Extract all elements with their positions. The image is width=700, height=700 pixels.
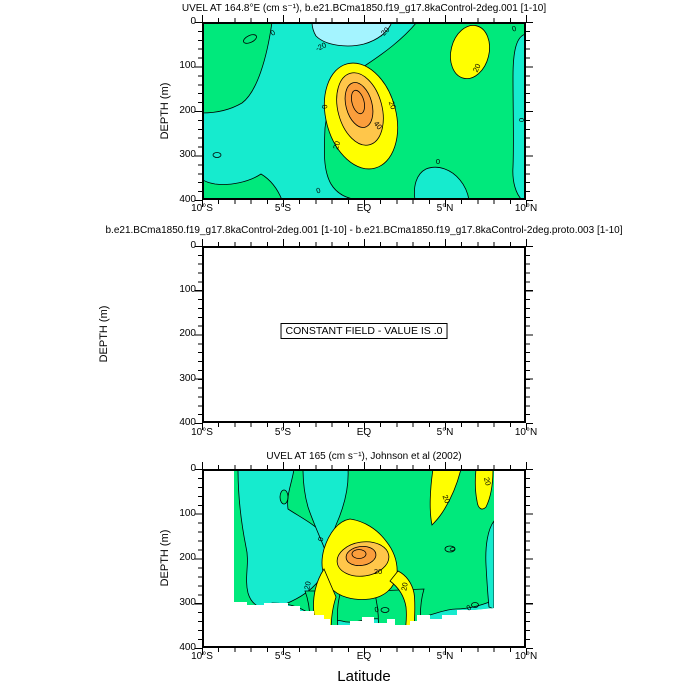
panel2-right-minor-ticks	[526, 246, 530, 424]
panel1-zero-oval-b	[212, 152, 222, 158]
x-tick-label: 5°N	[436, 203, 454, 214]
y-tick-label: 400	[179, 642, 196, 653]
panel3-cyan-right-strip	[485, 519, 494, 610]
x-tick-label: 10°S	[191, 651, 213, 662]
contour-label: 0	[374, 605, 380, 615]
y-tick-label: 200	[179, 105, 196, 116]
contour-label: 0	[511, 24, 518, 34]
contour-label: 0	[320, 104, 329, 109]
panel1-palecyan-region	[311, 22, 393, 47]
panel1-zero-oval-a	[243, 34, 257, 44]
panel2-top-minor-ticks	[202, 242, 527, 246]
x-tick-label: EQ	[356, 203, 372, 214]
panel1-right-minor-ticks	[526, 22, 530, 201]
panel3-right-minor-ticks	[526, 469, 530, 649]
panel3-zero-oval-a	[444, 545, 456, 553]
y-tick-label: 0	[190, 463, 196, 474]
panel1-left-minor-ticks	[198, 22, 202, 201]
panel3-yellow-right-arm	[389, 570, 416, 625]
panel3-core-inner-line	[351, 549, 367, 559]
x-tick-label: 10°S	[191, 203, 213, 214]
panel3-yellow-band-7n	[474, 471, 494, 510]
x-tick-label: 10°N	[514, 651, 538, 662]
panel1-title: UVEL AT 164.8°E (cm s⁻¹), b.e21.BCma1850…	[181, 3, 547, 14]
panel3-zero-oval-b	[380, 607, 390, 613]
contour-label: 0	[436, 157, 440, 166]
panel3-yellow-band-4n	[429, 471, 462, 526]
constant-field-message-box: CONSTANT FIELD - VALUE IS .0	[280, 323, 448, 339]
x-tick-label: 5°S	[274, 427, 292, 438]
x-tick-label: EQ	[356, 651, 372, 662]
x-tick-label: EQ	[356, 427, 372, 438]
panel1-y-axis-label: DEPTH (m)	[159, 82, 171, 140]
panel3-contour-plot: 0 20 20 20 0 0 0 20 20	[234, 471, 494, 625]
panel1-core-80-line	[351, 89, 365, 115]
y-tick-label: 100	[179, 508, 196, 519]
x-tick-label: 10°S	[191, 427, 213, 438]
panel2-bottom-minor-ticks	[202, 423, 527, 427]
panel1-cyan-patch-bottom	[414, 166, 470, 200]
x-tick-label: 10°N	[514, 203, 538, 214]
y-tick-label: 200	[179, 552, 196, 563]
contour-label: 0	[269, 28, 277, 38]
x-tick-label: 5°S	[274, 203, 292, 214]
panel2-left-minor-ticks	[198, 246, 202, 424]
panel1-contour-plot: 0 -20 -20 20 0 20 40 20 0 0 0 0	[202, 22, 526, 200]
panel3-y-axis-label: DEPTH (m)	[159, 529, 171, 587]
contour-label: 0	[465, 603, 473, 613]
y-tick-label: 100	[179, 284, 196, 295]
contour-label: 20	[471, 62, 483, 73]
panel3-left-minor-ticks	[198, 469, 202, 649]
panel1-yellow-oval-north	[450, 25, 490, 79]
y-tick-label: 300	[179, 597, 196, 608]
contour-label: 20	[387, 100, 398, 111]
panel1-bottom-minor-ticks	[202, 200, 527, 204]
y-tick-label: 0	[190, 16, 196, 27]
contour-label: 20	[441, 494, 452, 505]
panel1-cyan-strip-right	[512, 33, 526, 200]
contour-label: 20	[331, 140, 342, 151]
x-tick-label: 10°N	[514, 427, 538, 438]
contour-label: 0	[517, 118, 526, 122]
contour-label: 20	[482, 476, 493, 486]
panel3-cyan-left-region	[237, 471, 328, 609]
panel3-green-hole	[279, 489, 289, 505]
panel3-title: UVEL AT 165 (cm s⁻¹), Johnson et al (200…	[266, 451, 462, 462]
x-tick-label: 5°N	[436, 651, 454, 662]
y-tick-label: 300	[179, 149, 196, 160]
panel2-y-axis-label: DEPTH (m)	[98, 305, 110, 363]
panel3-zero-oval-c	[471, 602, 479, 608]
contour-label: 0	[316, 536, 326, 543]
panel3-green-column-b	[373, 588, 425, 625]
y-tick-label: 400	[179, 194, 196, 205]
panel1-top-minor-ticks	[202, 18, 527, 22]
x-tick-label: 5°N	[436, 427, 454, 438]
panel2-title: b.e21.BCma1850.f19_g17.8kaControl-2deg.0…	[105, 225, 623, 236]
x-axis-label: Latitude	[337, 668, 391, 685]
panel3-bottom-minor-ticks	[202, 648, 527, 652]
contour-label: 0	[315, 186, 321, 196]
y-tick-label: 300	[179, 373, 196, 384]
contour-label: 0	[447, 546, 457, 553]
y-tick-label: 200	[179, 328, 196, 339]
panel3-top-minor-ticks	[202, 465, 527, 469]
contour-label: 20	[399, 582, 409, 592]
y-tick-label: 0	[190, 240, 196, 251]
contour-label: 20	[374, 567, 382, 576]
contour-label: -20	[314, 40, 328, 53]
y-tick-label: 400	[179, 417, 196, 428]
contour-label: 20	[302, 580, 313, 590]
x-tick-label: 5°S	[274, 651, 292, 662]
y-tick-label: 100	[179, 60, 196, 71]
